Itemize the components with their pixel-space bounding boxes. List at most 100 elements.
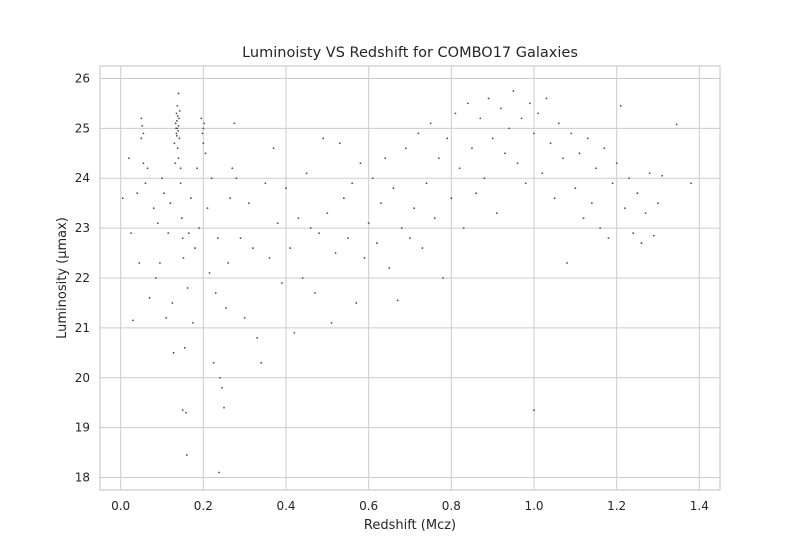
data-point	[175, 119, 178, 122]
data-point	[520, 117, 523, 120]
data-point	[185, 454, 188, 456]
y-tick-label: 19	[75, 421, 90, 435]
data-point	[475, 192, 478, 195]
data-point	[628, 177, 630, 180]
data-point	[326, 212, 329, 215]
data-point	[176, 105, 179, 107]
x-tick-label: 0.4	[276, 499, 295, 513]
data-point	[636, 192, 639, 195]
data-point	[289, 247, 292, 249]
data-point	[221, 386, 223, 389]
y-tick-label: 20	[75, 371, 90, 385]
x-tick-label: 0.2	[194, 499, 213, 513]
data-point	[495, 212, 498, 215]
data-point	[233, 122, 236, 125]
data-point	[177, 129, 180, 132]
data-point	[187, 232, 190, 235]
data-point	[355, 302, 358, 304]
data-point	[210, 177, 213, 180]
data-point	[471, 147, 473, 150]
data-point	[624, 207, 626, 210]
data-point	[363, 257, 366, 259]
data-point	[146, 167, 149, 170]
data-point	[285, 187, 287, 190]
data-point	[318, 232, 320, 235]
data-point	[632, 232, 635, 235]
data-point	[208, 272, 211, 274]
data-point	[421, 247, 424, 249]
data-point	[599, 227, 602, 230]
data-point	[479, 117, 482, 120]
data-point	[225, 307, 227, 309]
data-point	[179, 182, 182, 185]
x-tick-label: 0.8	[442, 499, 461, 513]
data-point	[347, 237, 349, 239]
data-point	[367, 222, 370, 225]
data-point	[450, 197, 453, 200]
data-point	[400, 227, 403, 230]
data-point	[130, 232, 132, 235]
data-point	[454, 112, 457, 115]
data-point	[305, 172, 308, 175]
data-point	[169, 202, 172, 205]
x-tick-label: 1.4	[690, 499, 709, 513]
data-point	[216, 237, 219, 239]
data-point	[190, 197, 192, 200]
y-tick-label: 22	[75, 271, 90, 285]
data-point	[138, 262, 141, 264]
data-point	[533, 132, 535, 135]
data-point	[128, 157, 130, 160]
data-point	[152, 207, 155, 210]
data-point	[165, 317, 168, 319]
data-point	[433, 217, 436, 220]
data-point	[657, 202, 659, 205]
data-point	[144, 182, 147, 185]
data-point	[504, 152, 506, 155]
data-point	[167, 232, 170, 235]
data-point	[200, 117, 203, 120]
y-tick-label: 24	[75, 171, 90, 185]
data-point	[171, 302, 174, 304]
data-point	[462, 227, 465, 230]
data-point	[549, 142, 552, 145]
data-point	[198, 227, 201, 230]
data-point	[142, 162, 145, 165]
data-point	[140, 117, 143, 120]
data-point	[173, 142, 176, 145]
data-point	[181, 237, 184, 239]
data-point	[342, 197, 345, 200]
data-point	[182, 257, 185, 259]
data-point	[203, 122, 206, 125]
data-point	[252, 247, 254, 249]
data-point	[301, 277, 304, 279]
data-point	[202, 142, 205, 145]
data-point	[181, 409, 184, 412]
data-point	[661, 174, 664, 177]
data-point	[582, 217, 585, 220]
data-points	[121, 90, 692, 474]
data-point	[280, 282, 283, 284]
data-point	[239, 237, 242, 239]
data-point	[611, 182, 614, 185]
y-tick-labels: 18 19 20 21 22 23 24 25 26	[75, 71, 90, 484]
data-point	[218, 376, 221, 379]
data-point	[293, 331, 296, 334]
data-point	[425, 182, 428, 185]
data-point	[161, 177, 163, 180]
data-point	[380, 202, 382, 205]
data-point	[516, 162, 519, 165]
data-point	[322, 137, 325, 140]
data-point	[256, 336, 258, 339]
data-point	[175, 112, 178, 115]
x-tick-label: 0.6	[359, 499, 378, 513]
data-point	[185, 411, 187, 414]
y-tick-label: 25	[75, 121, 90, 135]
data-point	[132, 319, 134, 322]
data-point	[178, 137, 181, 140]
data-point	[196, 167, 199, 170]
data-point	[176, 114, 179, 117]
data-point	[175, 134, 178, 137]
data-point	[174, 162, 177, 165]
data-point	[177, 157, 180, 160]
data-point	[371, 177, 374, 180]
